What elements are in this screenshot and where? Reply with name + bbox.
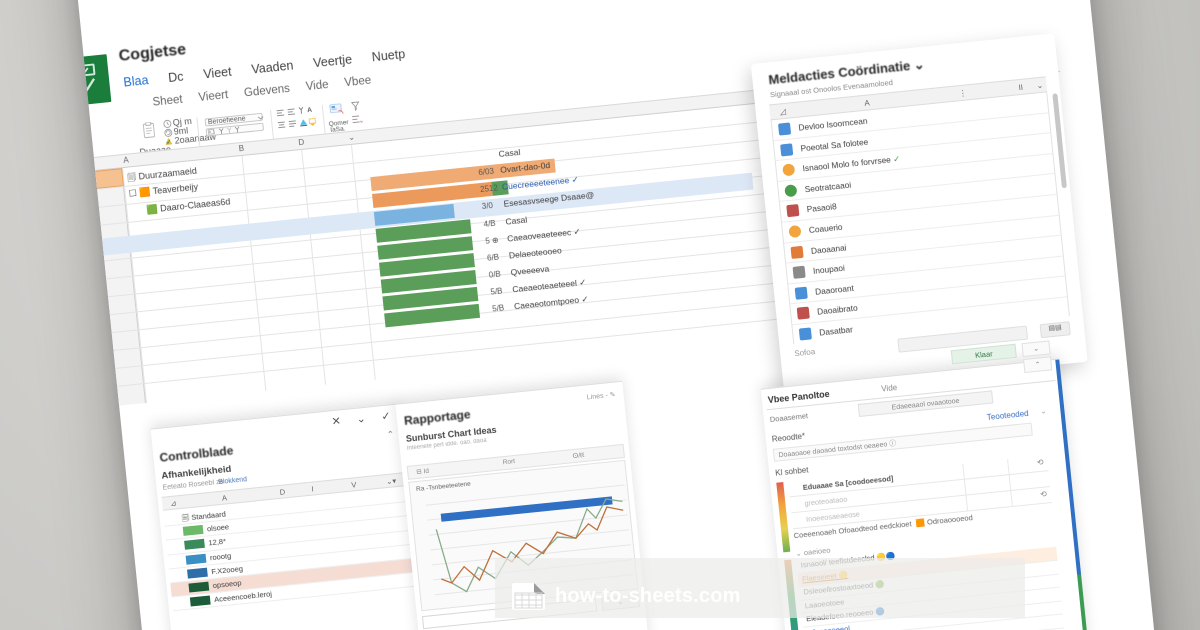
svg-text:A: A <box>307 107 313 114</box>
